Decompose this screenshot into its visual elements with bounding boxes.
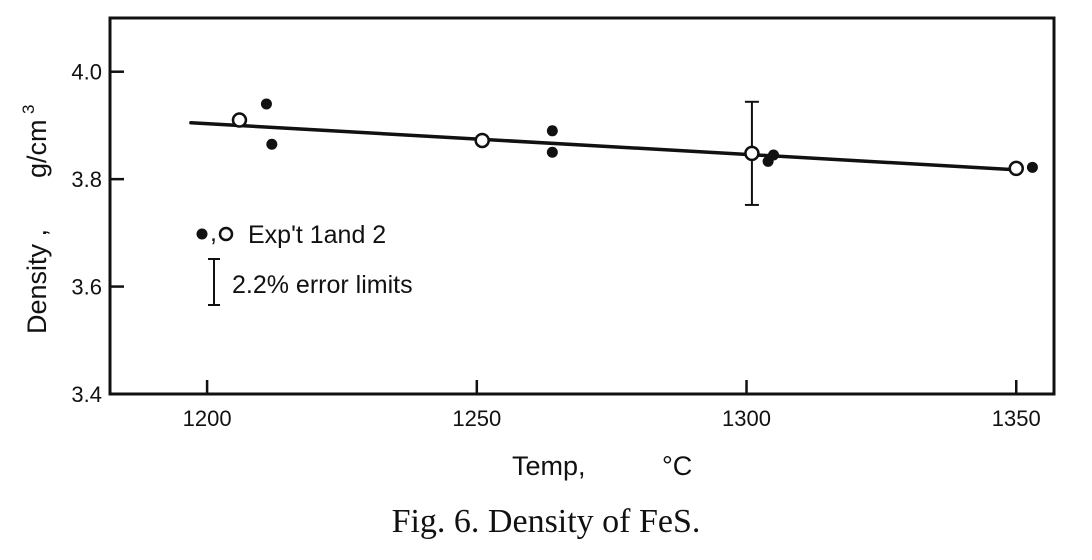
y-tick-label: 3.8 <box>71 167 102 192</box>
data-point-open <box>1008 160 1024 177</box>
y-axis-title-group: Density , g/cm 3 <box>19 105 52 334</box>
fit-line-group <box>189 120 1013 172</box>
data-point-open <box>744 145 760 162</box>
x-axis-unit: °C <box>662 451 692 481</box>
data-points-group <box>231 98 1038 177</box>
legend-separator: , <box>210 219 217 247</box>
y-tick-label: 3.6 <box>71 275 102 300</box>
legend: , Exp't 1and 2 2.2% error limits <box>196 219 413 306</box>
data-point-filled <box>1026 161 1038 173</box>
y-axis-ticks: 3.4 3.6 3.8 4.0 <box>71 60 124 407</box>
legend-experiments-label: Exp't 1and 2 <box>248 221 386 249</box>
data-point-filled <box>767 149 779 161</box>
x-tick-label: 1200 <box>183 406 232 431</box>
x-tick-label: 1250 <box>452 406 501 431</box>
data-point-filled <box>546 125 558 137</box>
y-axis-unit: g/cm <box>22 119 52 178</box>
y-tick-label: 3.4 <box>71 382 102 407</box>
data-point-filled <box>260 98 272 110</box>
plot-frame <box>108 16 1056 396</box>
figure-caption: Fig. 6. Density of FeS. <box>391 503 701 540</box>
x-tick-label: 1350 <box>992 406 1041 431</box>
x-axis-title: Temp, <box>512 451 586 481</box>
data-point-open <box>231 112 248 128</box>
density-chart: 1200 1250 1300 1350 3.4 3.6 3.8 4.0 Temp, °C D… <box>19 16 1056 481</box>
legend-error-label: 2.2% error limits <box>232 271 413 299</box>
y-axis-title: Density , <box>22 229 52 334</box>
legend-filled-marker-icon <box>196 228 208 240</box>
data-point-filled <box>546 146 558 158</box>
data-point-open <box>474 132 490 149</box>
x-axis-ticks: 1200 1250 1300 1350 <box>183 380 1041 431</box>
y-tick-label: 4.0 <box>71 60 102 85</box>
data-point-filled <box>266 138 278 150</box>
legend-open-marker-icon <box>218 226 234 242</box>
fit-line <box>189 120 1013 172</box>
x-tick-label: 1300 <box>722 406 771 431</box>
y-axis-unit-exponent: 3 <box>19 105 38 114</box>
